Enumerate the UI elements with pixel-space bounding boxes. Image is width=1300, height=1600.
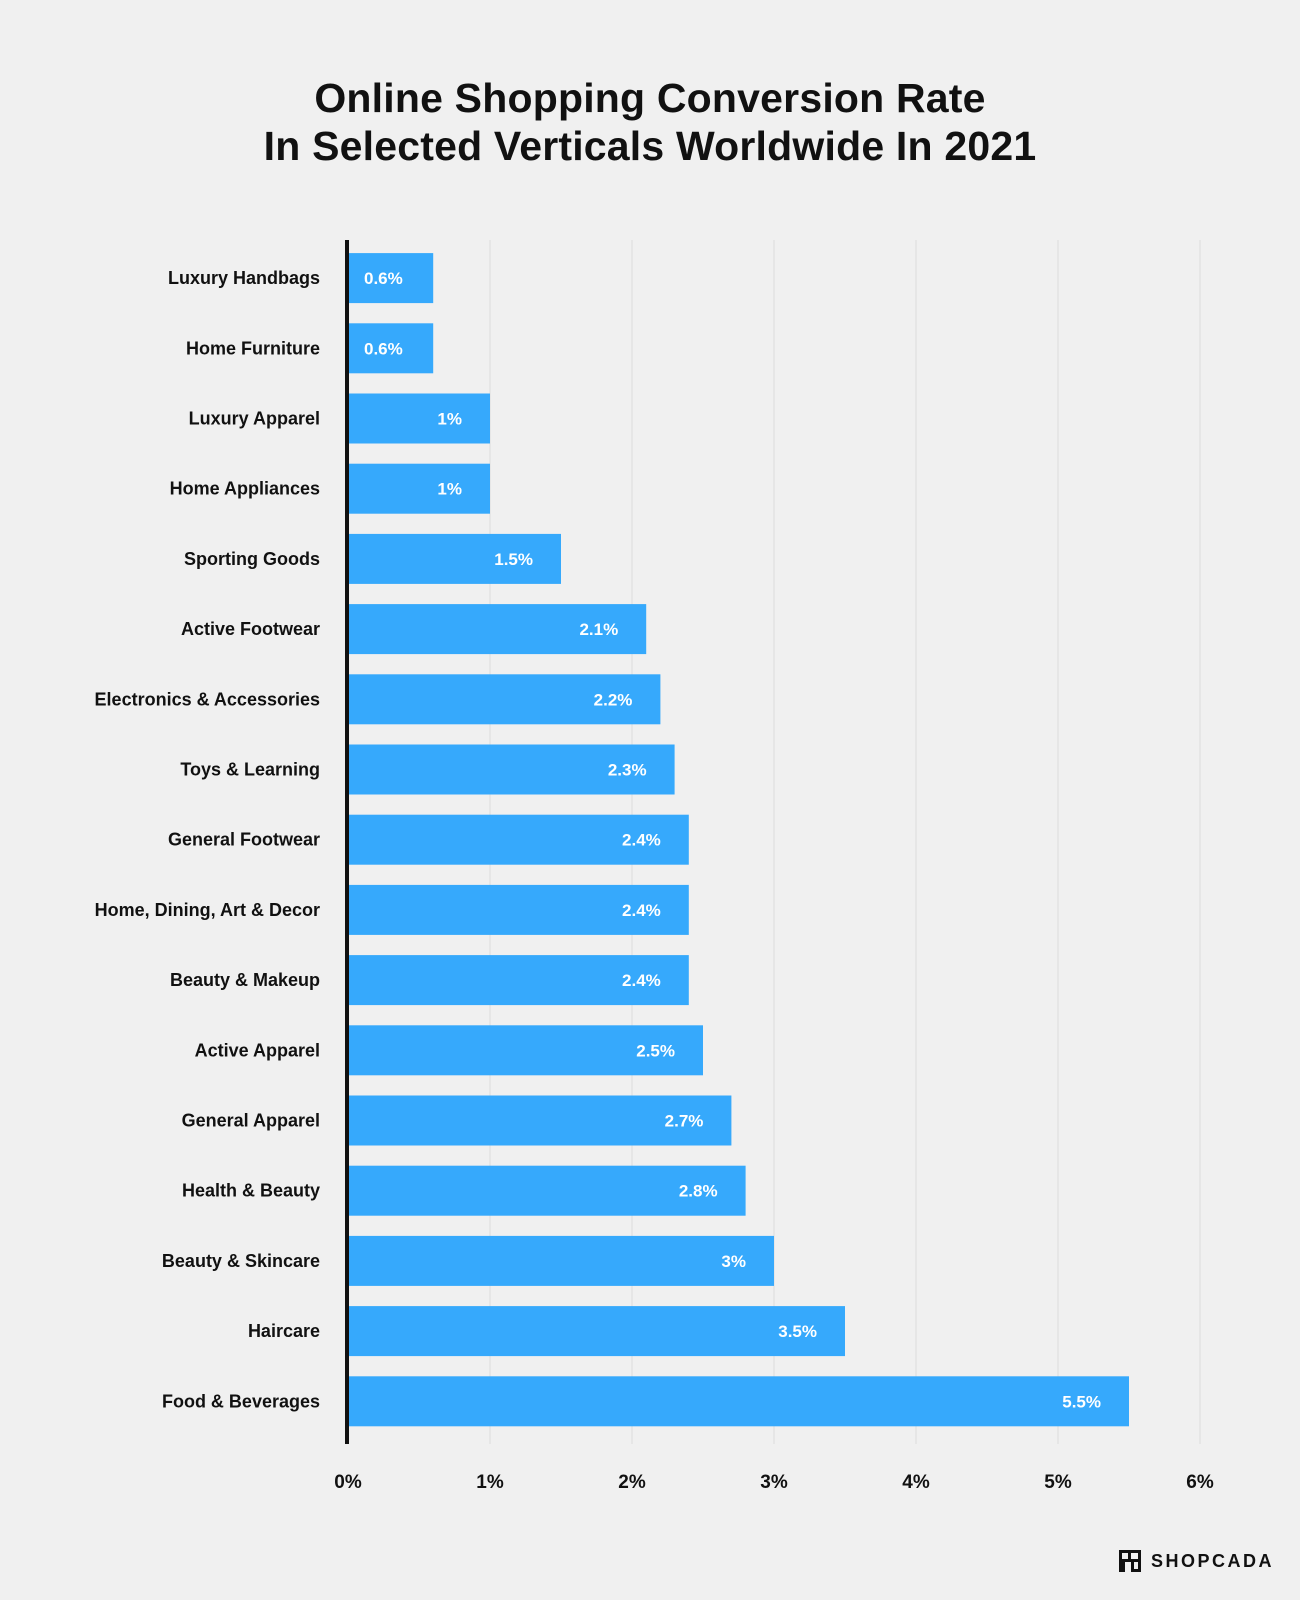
bar-value-label: 2.1%: [579, 620, 618, 639]
category-label: Sporting Goods: [184, 549, 320, 569]
chart-title-line-2: In Selected Verticals Worldwide In 2021: [263, 123, 1037, 169]
bar-value-label: 1%: [437, 410, 462, 429]
x-tick-label: 4%: [902, 1472, 930, 1493]
category-label: Beauty & Makeup: [170, 970, 320, 990]
category-label: General Apparel: [182, 1111, 320, 1131]
bar-value-label: 1.5%: [494, 550, 533, 569]
brand-logo: SHOPCADA: [1117, 1548, 1274, 1574]
bar-value-label: 2.2%: [594, 690, 633, 709]
category-label: Home Appliances: [170, 479, 320, 499]
category-label: Electronics & Accessories: [95, 689, 320, 709]
category-label: Health & Beauty: [182, 1181, 320, 1201]
bar: [348, 393, 490, 444]
bar-value-label: 2.4%: [622, 971, 661, 990]
x-tick-label: 2%: [618, 1472, 646, 1493]
category-labels: Luxury Handbags Home Furniture Luxury Appa…: [95, 268, 320, 1411]
brand-name: SHOPCADA: [1150, 1550, 1274, 1571]
bar: [348, 463, 490, 514]
bar: [348, 814, 689, 865]
bars: 0.6% 0.6% 1% 1% 1.5% 2.1% 2.2% 2.3% 2.4% 2.4% 2.4%…: [348, 253, 1129, 1427]
bar-value-label: 0.6%: [364, 269, 403, 288]
bar-value-label: 2.4%: [622, 831, 661, 850]
category-label: Active Apparel: [195, 1040, 320, 1060]
bar-value-label: 2.3%: [608, 761, 647, 780]
bar-value-label: 2.7%: [665, 1112, 704, 1131]
x-tick-label: 3%: [760, 1472, 788, 1493]
bar-value-label: 1%: [437, 480, 462, 499]
category-label: Food & Beverages: [162, 1391, 320, 1411]
bar: [348, 1235, 774, 1286]
category-label: Active Footwear: [181, 619, 320, 639]
bar: [348, 1165, 746, 1216]
bar-value-label: 3.5%: [778, 1322, 817, 1341]
category-label: Luxury Apparel: [189, 409, 320, 429]
x-axis-ticks: 0% 1% 2% 3% 4% 5% 6%: [334, 1472, 1214, 1493]
bar: [348, 1376, 1129, 1427]
bar-value-label: 0.6%: [364, 339, 403, 358]
x-tick-label: 5%: [1044, 1472, 1072, 1493]
bar: [348, 955, 689, 1006]
bar-value-label: 3%: [721, 1252, 746, 1271]
bar: [348, 1306, 845, 1357]
bar: [348, 744, 675, 795]
bar: [348, 323, 434, 374]
chart-title-line-1: Online Shopping Conversion Rate: [314, 75, 986, 121]
category-label: Luxury Handbags: [168, 268, 320, 288]
category-label: Toys & Learning: [180, 760, 320, 780]
bar-value-label: 5.5%: [1062, 1392, 1101, 1411]
bar: [348, 674, 661, 725]
bar: [348, 253, 434, 304]
shopcada-logo-icon: [1118, 1550, 1141, 1572]
bar: [348, 533, 561, 584]
bar: [348, 604, 647, 655]
category-label: Haircare: [248, 1321, 320, 1341]
bar: [348, 884, 689, 935]
category-label: General Footwear: [168, 830, 320, 850]
x-tick-label: 6%: [1186, 1472, 1214, 1493]
category-label: Home, Dining, Art & Decor: [95, 900, 320, 920]
bar-value-label: 2.5%: [636, 1041, 675, 1060]
bar: [348, 1095, 732, 1146]
chart-title: Online Shopping Conversion Rate In Selec…: [0, 74, 1300, 170]
x-tick-label: 1%: [476, 1472, 504, 1493]
bar-value-label: 2.4%: [622, 901, 661, 920]
category-label: Beauty & Skincare: [162, 1251, 320, 1271]
bar: [348, 1025, 703, 1076]
bar-value-label: 2.8%: [679, 1182, 718, 1201]
category-label: Home Furniture: [186, 338, 320, 358]
x-tick-label: 0%: [334, 1472, 362, 1493]
